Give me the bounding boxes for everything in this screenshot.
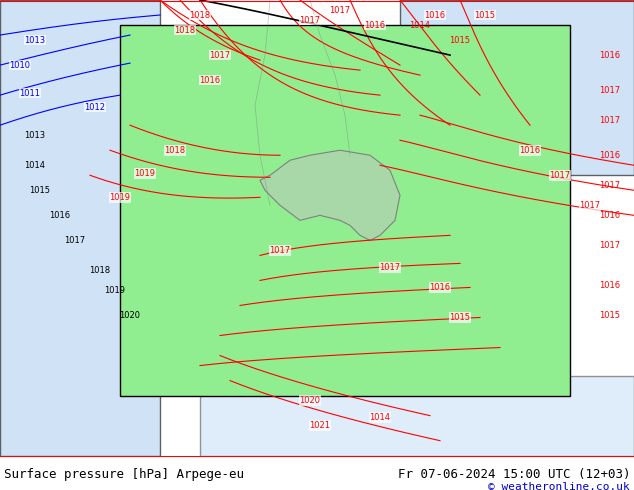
Text: 1018: 1018 bbox=[174, 25, 195, 35]
Text: 1017: 1017 bbox=[299, 16, 321, 24]
Text: 1014: 1014 bbox=[370, 413, 391, 422]
Text: 1016: 1016 bbox=[429, 283, 451, 292]
Text: 1015: 1015 bbox=[600, 311, 621, 320]
Text: 1018: 1018 bbox=[164, 146, 186, 155]
Text: 1014: 1014 bbox=[410, 21, 430, 29]
FancyBboxPatch shape bbox=[0, 0, 160, 456]
Text: 1019: 1019 bbox=[105, 286, 126, 295]
Text: 1016: 1016 bbox=[424, 10, 446, 20]
Text: 1017: 1017 bbox=[209, 50, 231, 60]
Text: 1012: 1012 bbox=[84, 103, 105, 112]
Text: 1015: 1015 bbox=[450, 313, 470, 322]
Text: 1020: 1020 bbox=[299, 396, 321, 405]
FancyBboxPatch shape bbox=[200, 375, 634, 456]
Text: 1018: 1018 bbox=[190, 10, 210, 20]
Text: 1018: 1018 bbox=[89, 266, 110, 275]
Text: 1017: 1017 bbox=[599, 86, 621, 95]
Text: 1017: 1017 bbox=[65, 236, 86, 245]
Text: 1014: 1014 bbox=[25, 161, 46, 170]
Text: 1013: 1013 bbox=[25, 131, 46, 140]
Text: 1017: 1017 bbox=[599, 116, 621, 124]
Text: 1015: 1015 bbox=[30, 186, 51, 195]
Text: 1013: 1013 bbox=[25, 36, 46, 45]
Text: 1017: 1017 bbox=[269, 246, 290, 255]
Text: © weatheronline.co.uk: © weatheronline.co.uk bbox=[488, 482, 630, 490]
Text: 1019: 1019 bbox=[110, 193, 131, 202]
Text: 1017: 1017 bbox=[330, 5, 351, 15]
Text: 1011: 1011 bbox=[20, 89, 41, 98]
Text: Fr 07-06-2024 15:00 UTC (12+03): Fr 07-06-2024 15:00 UTC (12+03) bbox=[398, 468, 630, 481]
Text: 1017: 1017 bbox=[379, 263, 401, 272]
Text: Surface pressure [hPa] Arpege-eu: Surface pressure [hPa] Arpege-eu bbox=[4, 468, 244, 481]
FancyBboxPatch shape bbox=[120, 25, 570, 395]
Text: 1016: 1016 bbox=[200, 75, 221, 85]
Text: 1016: 1016 bbox=[599, 151, 621, 160]
FancyBboxPatch shape bbox=[400, 0, 634, 175]
Text: 1015: 1015 bbox=[450, 36, 470, 45]
Text: 1016: 1016 bbox=[519, 146, 541, 155]
Text: 1017: 1017 bbox=[550, 171, 571, 180]
Text: 1016: 1016 bbox=[365, 21, 385, 29]
Text: 1016: 1016 bbox=[599, 50, 621, 60]
Text: 1017: 1017 bbox=[579, 201, 600, 210]
Text: 1016: 1016 bbox=[49, 211, 70, 220]
Text: 1019: 1019 bbox=[134, 169, 155, 178]
Text: 1017: 1017 bbox=[599, 181, 621, 190]
Text: 1010: 1010 bbox=[10, 61, 30, 70]
Text: 1020: 1020 bbox=[119, 311, 141, 320]
Polygon shape bbox=[260, 150, 400, 241]
Text: 1021: 1021 bbox=[309, 421, 330, 430]
Text: 1017: 1017 bbox=[599, 241, 621, 250]
Text: 1016: 1016 bbox=[599, 281, 621, 290]
Text: 1015: 1015 bbox=[474, 10, 496, 20]
Text: 1016: 1016 bbox=[599, 211, 621, 220]
